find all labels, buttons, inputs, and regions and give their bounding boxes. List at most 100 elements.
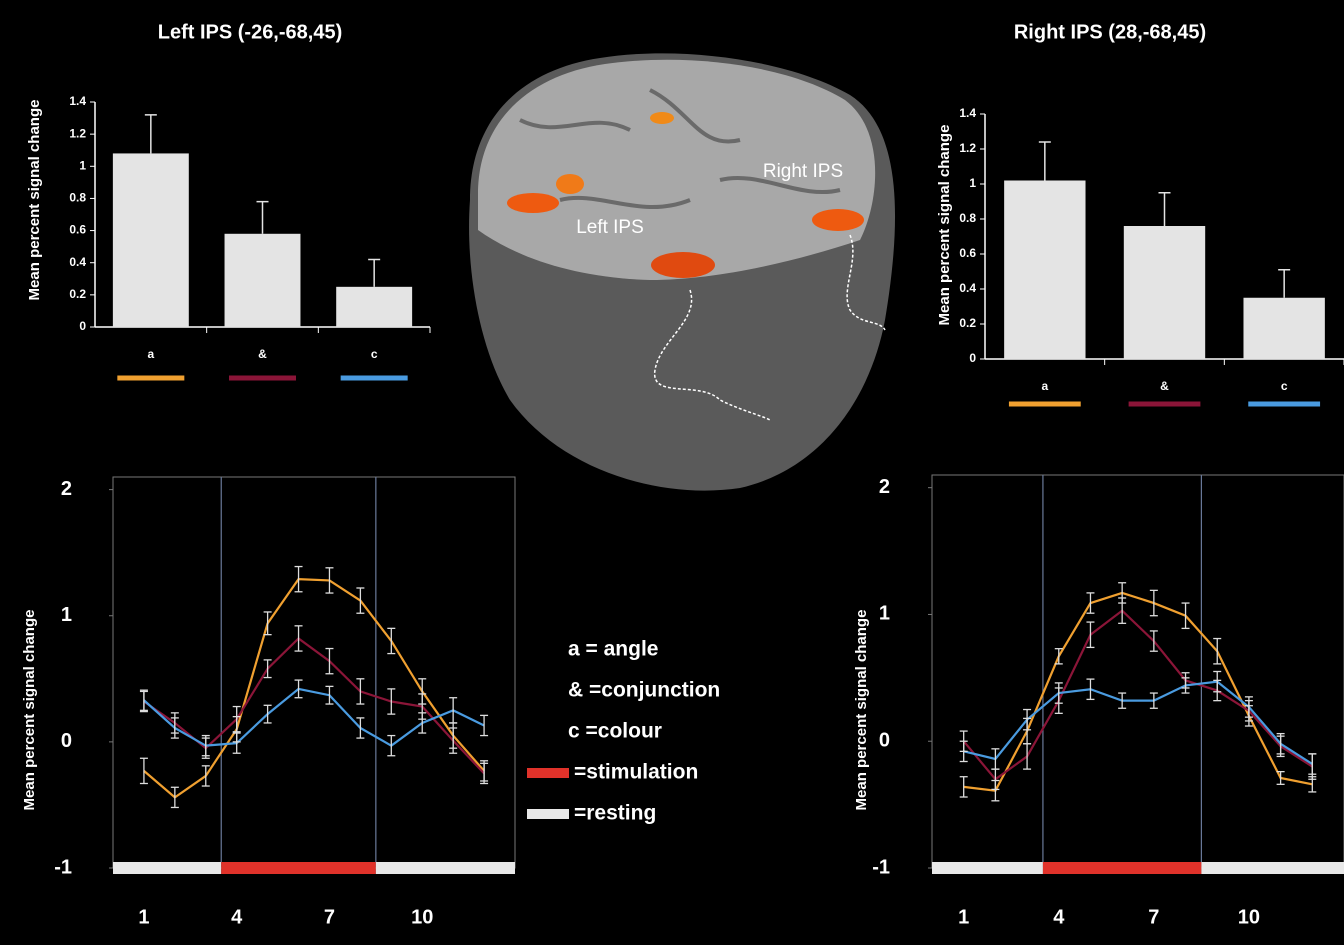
error-bar — [1213, 637, 1222, 665]
brain-label: Left IPS — [576, 217, 644, 238]
x-tick-label: & — [258, 347, 267, 361]
x-tick-label: 4 — [1053, 906, 1065, 928]
y-tick-label: 0.6 — [959, 246, 976, 260]
activation — [651, 252, 715, 278]
error-bar — [959, 740, 968, 763]
error-bar — [1149, 630, 1158, 652]
y-tick-label: 1 — [79, 158, 86, 172]
activation — [556, 174, 584, 194]
resting-bar — [113, 862, 222, 874]
error-bar — [294, 625, 303, 652]
key-item: =stimulation — [574, 761, 698, 784]
bar — [336, 286, 413, 327]
x-tick-label: 7 — [324, 906, 335, 928]
brain-slice — [478, 59, 876, 280]
y-tick-label: 1 — [969, 176, 976, 190]
error-bar — [1149, 589, 1158, 617]
y-tick-label: -1 — [872, 856, 890, 878]
chart-title: Left IPS (-26,-68,45) — [158, 21, 343, 43]
sulcus-trace — [846, 234, 886, 331]
error-bar — [449, 727, 458, 754]
bar — [1123, 226, 1206, 359]
x-tick-label: c — [1281, 379, 1288, 393]
chart-title: Right IPS (28,-68,45) — [1014, 21, 1206, 43]
y-tick-label: 0.4 — [959, 281, 976, 295]
error-bar — [480, 762, 489, 785]
error-bar — [139, 757, 148, 785]
error-bar — [449, 697, 458, 724]
x-tick-label: 1 — [138, 906, 149, 928]
bar — [112, 153, 189, 327]
error-bar — [1118, 597, 1127, 624]
key: a = angle & =conjunction c =colour =stim… — [527, 638, 720, 825]
error-bar — [263, 659, 272, 679]
key-swatch — [527, 768, 569, 778]
y-tick-label: 0 — [61, 730, 72, 752]
error-bar — [201, 734, 210, 757]
x-tick-label: a — [1041, 379, 1048, 393]
error-bar — [991, 748, 1000, 770]
y-axis-label: Mean percent signal change — [21, 610, 38, 811]
resting-bar — [375, 862, 515, 874]
bar — [1243, 297, 1325, 359]
y-tick-label: 1.4 — [959, 106, 976, 120]
y-axis-label: Mean percent signal change — [26, 100, 43, 301]
error-bar — [1023, 708, 1032, 731]
y-tick-label: 0 — [969, 351, 976, 365]
brain-label: Right IPS — [763, 161, 843, 182]
x-tick-label: & — [1160, 379, 1169, 393]
error-bar — [232, 732, 241, 754]
error-bar — [387, 627, 396, 655]
error-bar — [1086, 621, 1095, 649]
key-item: =resting — [574, 802, 656, 825]
error-bar — [325, 647, 334, 675]
y-axis-label: Mean percent signal change — [853, 610, 870, 811]
error-bar — [294, 679, 303, 699]
y-tick-label: 0 — [79, 319, 86, 333]
error-bar — [170, 786, 179, 809]
stimulation-bar — [221, 862, 376, 874]
error-bar — [294, 565, 303, 593]
y-tick-label: 0.2 — [69, 287, 86, 301]
y-tick-label: 1.2 — [959, 141, 976, 155]
bar — [224, 233, 301, 327]
y-tick-label: -1 — [54, 856, 72, 878]
x-tick-label: 1 — [958, 906, 969, 928]
y-tick-label: 0.4 — [69, 255, 86, 269]
y-tick-label: 0.6 — [69, 223, 86, 237]
key-item: c =colour — [568, 720, 662, 743]
y-tick-label: 1 — [61, 604, 72, 626]
error-bar — [387, 734, 396, 757]
series-line — [962, 609, 1313, 781]
error-bar — [1181, 677, 1190, 694]
y-tick-label: 0.8 — [959, 211, 976, 225]
error-bar — [1118, 692, 1127, 709]
error-bar — [1054, 682, 1063, 704]
y-axis-label: Mean percent signal change — [936, 125, 953, 326]
brain-image: Left IPS Right IPS — [469, 53, 896, 491]
key-item: & =conjunction — [568, 679, 720, 702]
stimulation-bar — [1042, 862, 1202, 874]
y-tick-label: 1.2 — [69, 126, 86, 140]
activation — [507, 193, 559, 213]
series-line — [963, 680, 1313, 765]
error-bar — [387, 688, 396, 715]
error-bar — [170, 717, 179, 739]
error-bar — [480, 714, 489, 737]
error-bar — [356, 678, 365, 705]
error-bar — [263, 611, 272, 636]
series-line — [143, 578, 485, 799]
key-swatch — [527, 809, 569, 819]
bar — [1004, 180, 1086, 359]
y-tick-label: 2 — [879, 476, 890, 498]
error-bar — [356, 717, 365, 739]
x-tick-label: 10 — [1238, 906, 1260, 928]
activation — [812, 209, 864, 231]
error-bar — [325, 567, 334, 594]
brain-sulcus — [519, 88, 841, 209]
y-tick-label: 0 — [879, 730, 890, 752]
error-bar — [1086, 678, 1095, 701]
error-bar — [1213, 670, 1222, 693]
error-bar — [1149, 692, 1158, 709]
